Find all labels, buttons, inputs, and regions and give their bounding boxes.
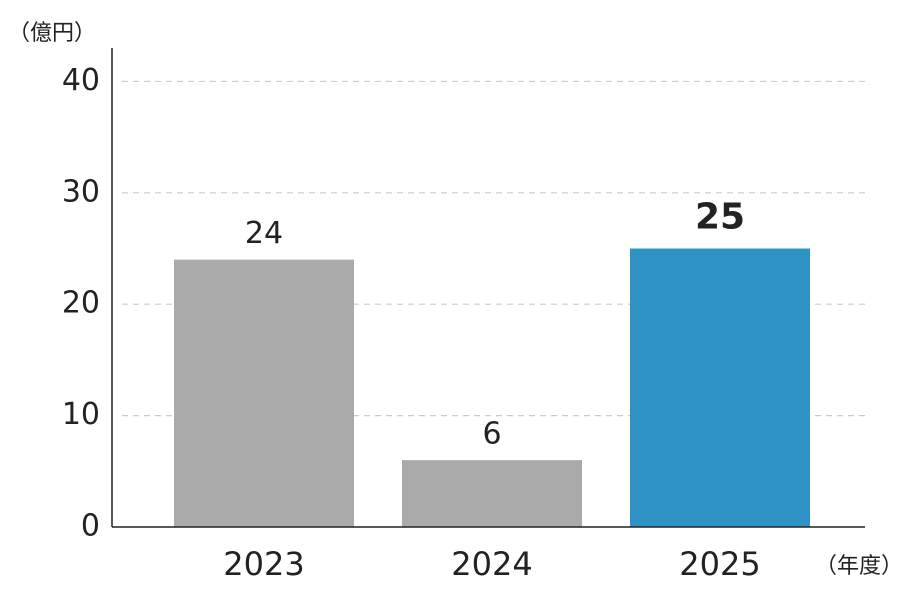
y-axis-label: （億円）	[8, 21, 96, 46]
x-tick-label: 2023	[223, 545, 304, 583]
y-tick-label: 40	[62, 63, 100, 98]
x-axis-label: （年度）	[815, 554, 900, 579]
x-tick-label: 2024	[451, 545, 532, 583]
value-label: 24	[245, 216, 283, 251]
value-label: 25	[695, 197, 745, 238]
bar	[630, 248, 810, 527]
bar	[174, 259, 354, 527]
value-label: 6	[482, 417, 501, 452]
x-tick-label: 2025	[679, 545, 760, 583]
y-tick-label: 10	[62, 397, 100, 432]
y-tick-label: 30	[62, 174, 100, 209]
y-tick-label: 0	[81, 509, 100, 544]
y-tick-label: 20	[62, 286, 100, 321]
bar	[402, 460, 582, 527]
